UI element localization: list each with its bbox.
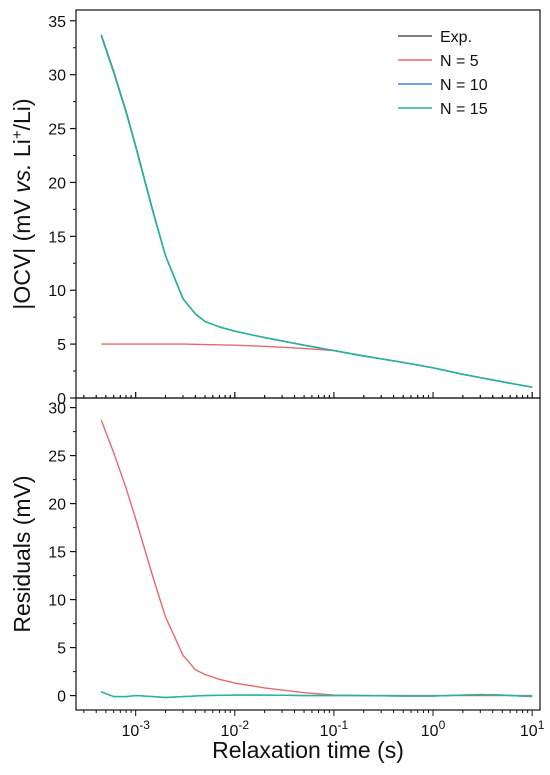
bottom-series-line-n-15 — [101, 691, 533, 699]
top-y-tick-label: 15 — [48, 229, 66, 246]
bottom-y-tick-label: 20 — [48, 497, 66, 514]
legend-label: N = 15 — [440, 101, 488, 118]
bottom-panel-residuals: 0 5 10 15 20 25 30 10-3 10-2 10-1 100 101 Residuals … — [9, 392, 545, 763]
top-y-tick-label: 30 — [48, 68, 66, 85]
bottom-y-axis-label: Residuals (mV) — [9, 475, 35, 632]
top-y-tick-label: 10 — [48, 283, 66, 300]
x-tick-label: 10-3 — [121, 718, 150, 740]
bottom-y-tick-label: 0 — [57, 689, 66, 706]
legend: Exp. N = 5 N = 10 N = 15 — [398, 29, 488, 118]
top-panel-ocv: 0 5 10 15 20 25 30 35 |OCV| (mV vs. Li+/Li) Exp. N… — [9, 9, 541, 408]
top-y-axis-label: |OCV| (mV vs. Li+/Li) — [9, 98, 35, 309]
x-tick-label: 10-2 — [221, 718, 250, 740]
bottom-y-tick-label: 10 — [48, 593, 66, 610]
x-tick-label: 101 — [520, 718, 545, 740]
bottom-series-line-n-5 — [100, 419, 533, 697]
top-y-tick-label: 25 — [48, 122, 66, 139]
legend-label: Exp. — [440, 29, 472, 46]
bottom-y-tick-label: 5 — [57, 641, 66, 658]
bottom-plot-frame — [75, 397, 541, 711]
top-series-line-n-5 — [101, 343, 533, 388]
legend-label: N = 5 — [440, 53, 479, 70]
top-y-tick-label: 0 — [57, 391, 66, 408]
top-y-tick-label: 35 — [48, 14, 66, 31]
top-y-tick-label: 20 — [48, 175, 66, 192]
x-tick-label: 10-1 — [320, 718, 349, 740]
bottom-y-tick-label: 25 — [48, 449, 66, 466]
top-y-tick-label: 5 — [57, 337, 66, 354]
top-series-line-n-15 — [100, 35, 533, 388]
bottom-y-tick-label: 15 — [48, 545, 66, 562]
x-axis-label: Relaxation time (s) — [212, 737, 404, 763]
x-tick-label: 100 — [421, 718, 446, 740]
legend-label: N = 10 — [440, 77, 488, 94]
bottom-y-tick-label: 30 — [48, 401, 66, 418]
